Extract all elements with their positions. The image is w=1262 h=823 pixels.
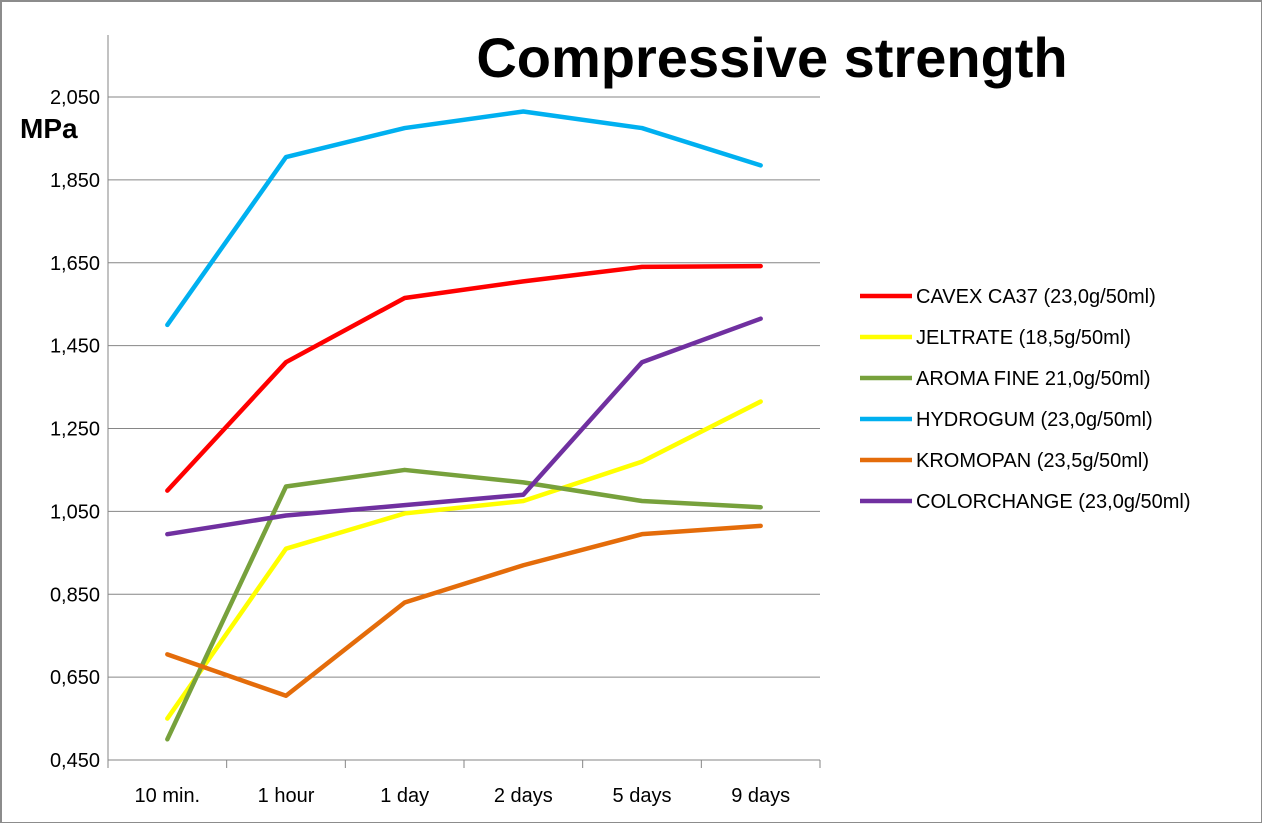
x-tick-label: 2 days	[494, 785, 553, 807]
series-line	[165, 523, 763, 699]
legend-label: CAVEX CA37 (23,0g/50ml)	[916, 286, 1156, 308]
x-tick-label: 9 days	[731, 785, 790, 807]
x-tick-label: 1 hour	[258, 785, 315, 807]
legend-label: JELTRATE (18,5g/50ml)	[916, 327, 1131, 349]
axes: 0,450 0,650 0,850 1,050 1,250 1,450 1,650 1,850…	[50, 35, 821, 807]
y-tick-label: 2,050	[50, 87, 100, 109]
legend: CAVEX CA37 (23,0g/50ml) JELTRATE (18,5g/5…	[860, 286, 1191, 513]
x-tick-label: 10 min.	[135, 785, 201, 807]
series-line	[165, 467, 763, 742]
series-line	[165, 263, 763, 493]
legend-label: AROMA FINE 21,0g/50ml)	[916, 368, 1151, 390]
y-tick-label: 1,650	[50, 253, 100, 275]
series-line	[165, 109, 763, 328]
gridlines	[108, 96, 820, 678]
y-tick-label: 0,650	[50, 667, 100, 689]
y-tick-label: 1,250	[50, 419, 100, 441]
y-tick-label: 1,850	[50, 170, 100, 192]
legend-label: HYDROGUM (23,0g/50ml)	[916, 409, 1153, 431]
y-tick-label: 1,450	[50, 336, 100, 358]
x-tick-label: 1 day	[380, 785, 429, 807]
series-lines	[165, 109, 763, 742]
series-line	[165, 399, 763, 721]
y-axis-unit: MPa	[20, 113, 78, 144]
chart-title: Compressive strength	[476, 26, 1067, 89]
x-tick-label: 5 days	[613, 785, 672, 807]
series-line	[165, 316, 763, 537]
y-tick-label: 1,050	[50, 501, 100, 523]
legend-label: KROMOPAN (23,5g/50ml)	[916, 450, 1149, 472]
legend-label: COLORCHANGE (23,0g/50ml)	[916, 491, 1191, 513]
y-tick-label: 0,450	[50, 750, 100, 772]
y-tick-label: 0,850	[50, 584, 100, 606]
